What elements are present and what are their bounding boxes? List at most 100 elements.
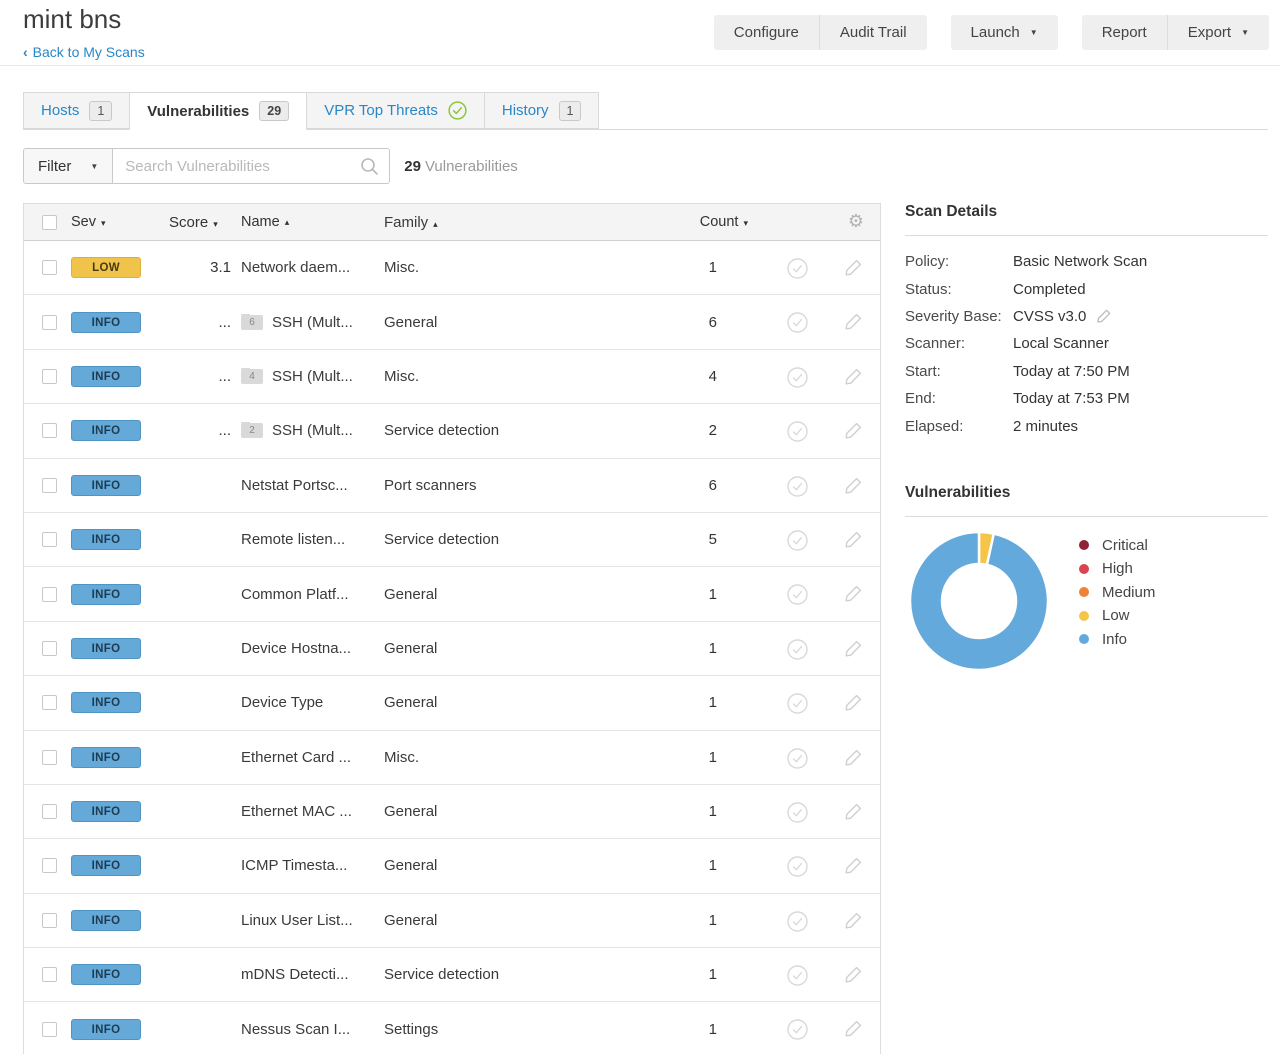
- legend-color-dot: [1079, 634, 1089, 645]
- vulnerability-name: Remote listen...: [241, 531, 346, 549]
- filter-button[interactable]: Filter ▼: [23, 148, 114, 184]
- table-row[interactable]: INFO Device Type General 1: [24, 676, 880, 731]
- vulnerability-name: Device Type: [241, 694, 324, 712]
- back-to-my-scans-link[interactable]: ‹ Back to My Scans: [23, 44, 145, 60]
- export-button[interactable]: Export ▼: [1166, 15, 1269, 50]
- row-checkbox[interactable]: [42, 804, 57, 820]
- modify-check-circle-icon[interactable]: [787, 747, 808, 769]
- edit-pencil-icon[interactable]: [845, 912, 862, 929]
- audit-trail-button[interactable]: Audit Trail: [818, 15, 927, 50]
- row-checkbox[interactable]: [42, 640, 57, 656]
- row-checkbox[interactable]: [42, 477, 57, 493]
- detail-value-text: Local Scanner: [1013, 335, 1109, 353]
- row-checkbox[interactable]: [42, 1021, 57, 1037]
- edit-pencil-icon[interactable]: [845, 640, 862, 657]
- family-cell: Service detection: [384, 966, 500, 984]
- edit-pencil-icon[interactable]: [845, 1020, 862, 1037]
- row-checkbox[interactable]: [42, 314, 57, 330]
- modify-check-circle-icon[interactable]: [787, 1019, 808, 1041]
- edit-pencil-icon[interactable]: [845, 422, 862, 439]
- column-header-name[interactable]: Name ▴: [241, 214, 290, 230]
- modify-check-circle-icon[interactable]: [787, 910, 808, 932]
- count-cell: 1: [708, 748, 717, 766]
- severity-badge: INFO: [71, 801, 141, 823]
- count-cell: 1: [708, 857, 717, 875]
- row-checkbox[interactable]: [42, 368, 57, 384]
- edit-pencil-icon[interactable]: [845, 368, 862, 385]
- modify-check-circle-icon[interactable]: [787, 639, 808, 660]
- edit-pencil-icon[interactable]: [845, 585, 862, 602]
- modify-check-circle-icon[interactable]: [787, 584, 808, 606]
- modify-check-circle-icon[interactable]: [787, 312, 808, 334]
- column-header-family[interactable]: Family ▴: [384, 213, 438, 231]
- launch-button[interactable]: Launch ▼: [950, 15, 1058, 50]
- row-checkbox[interactable]: [42, 532, 57, 548]
- modify-check-circle-icon[interactable]: [787, 530, 808, 551]
- row-checkbox[interactable]: [42, 858, 57, 874]
- modify-check-circle-icon[interactable]: [787, 856, 808, 877]
- row-checkbox[interactable]: [42, 695, 57, 711]
- table-row[interactable]: INFO Netstat Portsc... Port scanners 6: [24, 458, 880, 513]
- row-checkbox[interactable]: [42, 967, 57, 983]
- column-header-sev[interactable]: Sev ▾: [71, 214, 106, 230]
- table-row[interactable]: INFO Ethernet Card ... Misc. 1: [24, 730, 880, 785]
- tab-hosts[interactable]: Hosts 1: [23, 92, 131, 129]
- column-header-score[interactable]: Score ▾: [169, 213, 218, 231]
- select-all-checkbox[interactable]: [42, 214, 57, 230]
- row-checkbox[interactable]: [42, 749, 57, 765]
- tab-vpr-top-threats[interactable]: VPR Top Threats: [306, 92, 485, 129]
- table-row[interactable]: INFO Nessus Scan I... Settings 1: [24, 1002, 880, 1054]
- tab-vulnerabilities[interactable]: Vulnerabilities 29: [129, 92, 308, 130]
- family-cell: Settings: [384, 1020, 439, 1038]
- vulnerability-name: Network daem...: [241, 259, 351, 277]
- chart-legend: Critical High Medium Low Info: [1079, 531, 1155, 652]
- edit-pencil-icon[interactable]: [845, 749, 862, 766]
- sort-desc-icon: ▾: [743, 218, 748, 228]
- edit-pencil-icon[interactable]: [845, 477, 862, 494]
- modify-check-circle-icon[interactable]: [787, 802, 808, 823]
- edit-pencil-icon[interactable]: [845, 259, 862, 276]
- sort-asc-icon: ▴: [433, 218, 438, 229]
- table-row[interactable]: INFO ... 2 SSH (Mult... Service detectio…: [24, 404, 880, 459]
- scan-detail-row: Elapsed: 2 minutes: [905, 412, 1268, 439]
- table-row[interactable]: INFO Remote listen... Service detection …: [24, 512, 880, 568]
- modify-check-circle-icon[interactable]: [787, 693, 808, 714]
- edit-pencil-icon[interactable]: [845, 803, 862, 820]
- row-checkbox[interactable]: [42, 423, 57, 439]
- edit-pencil-icon[interactable]: [845, 966, 862, 983]
- edit-pencil-icon[interactable]: [845, 857, 862, 874]
- row-checkbox[interactable]: [42, 586, 57, 602]
- table-row[interactable]: INFO Linux User List... General 1: [24, 893, 880, 949]
- family-cell: General: [384, 585, 438, 603]
- edit-pencil-icon[interactable]: [845, 694, 862, 711]
- table-row[interactable]: INFO ICMP Timesta... General 1: [24, 839, 880, 894]
- modify-check-circle-icon[interactable]: [787, 965, 808, 986]
- row-checkbox[interactable]: [42, 260, 57, 276]
- table-settings-gear-icon[interactable]: ⚙: [847, 211, 864, 232]
- detail-value-text: Basic Network Scan: [1013, 253, 1148, 271]
- table-row[interactable]: INFO Common Platf... General 1: [24, 567, 880, 622]
- table-row[interactable]: INFO Ethernet MAC ... General 1: [24, 784, 880, 840]
- tab-history[interactable]: History 1: [483, 92, 600, 129]
- score-cell: ...: [218, 422, 231, 440]
- search-input[interactable]: [113, 149, 390, 183]
- table-row[interactable]: INFO ... 4 SSH (Mult... Misc. 4: [24, 349, 880, 405]
- edit-pencil-icon[interactable]: [1097, 309, 1111, 324]
- edit-pencil-icon[interactable]: [845, 313, 862, 330]
- family-cell: General: [384, 694, 438, 712]
- modify-check-circle-icon[interactable]: [787, 258, 808, 279]
- modify-check-circle-icon[interactable]: [787, 475, 808, 497]
- edit-pencil-icon[interactable]: [845, 531, 862, 548]
- table-row[interactable]: INFO Device Hostna... General 1: [24, 621, 880, 677]
- modify-check-circle-icon[interactable]: [787, 421, 808, 442]
- table-row[interactable]: INFO mDNS Detecti... Service detection 1: [24, 948, 880, 1003]
- report-button[interactable]: Report: [1081, 15, 1167, 50]
- configure-button[interactable]: Configure: [713, 15, 819, 50]
- vulnerability-name: SSH (Mult...: [272, 422, 353, 440]
- modify-check-circle-icon[interactable]: [787, 367, 808, 388]
- table-row[interactable]: INFO ... 6 SSH (Mult... General 6: [24, 295, 880, 350]
- table-row[interactable]: LOW 3.1 Network daem... Misc. 1: [24, 241, 880, 296]
- history-count-badge: 1: [558, 100, 582, 121]
- column-header-count[interactable]: Count ▾: [699, 214, 748, 230]
- row-checkbox[interactable]: [42, 912, 57, 928]
